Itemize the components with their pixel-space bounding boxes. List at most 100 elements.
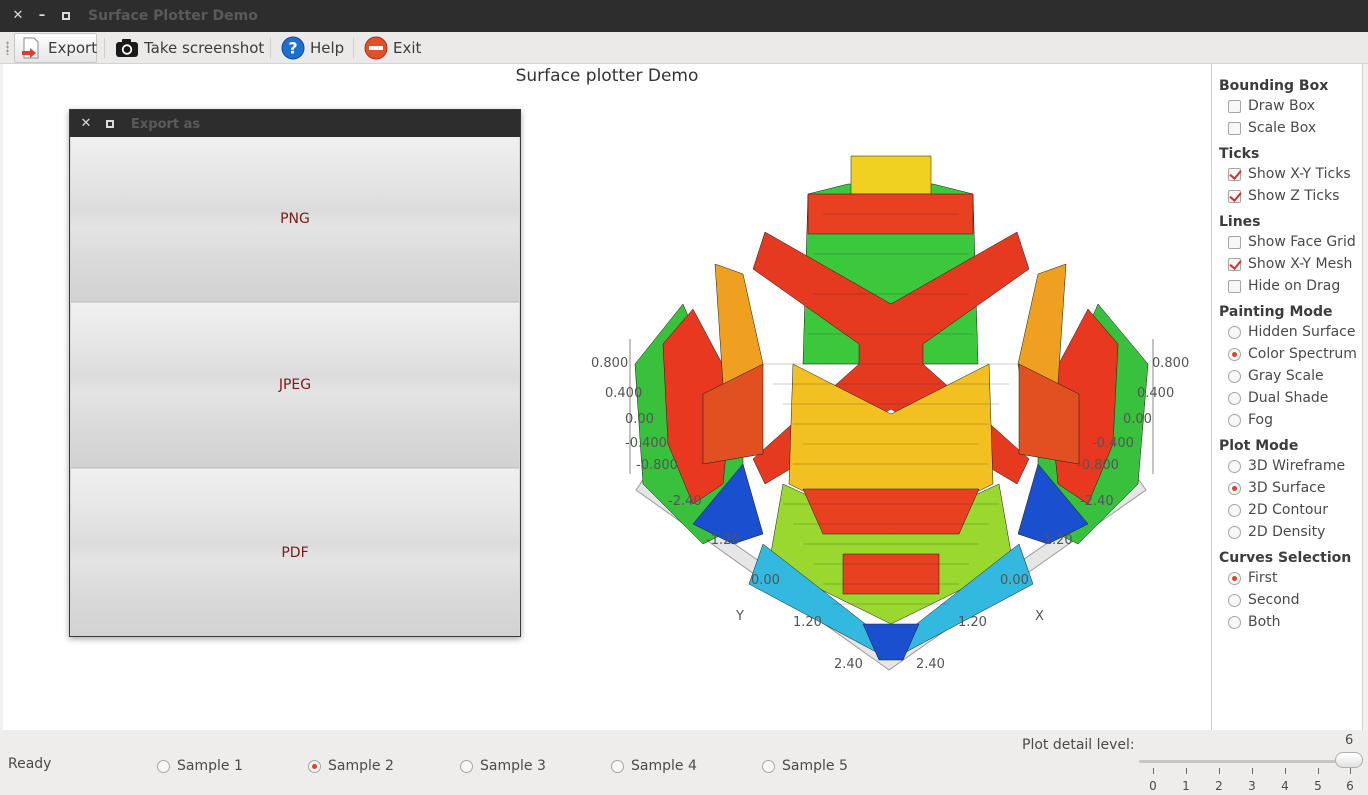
ticks-heading: Ticks [1219,146,1260,162]
gray-scale-radio[interactable]: Gray Scale [1228,366,1324,386]
2d-contour-radio[interactable]: 2D Contour [1228,500,1328,520]
slider-tick-label: 4 [1281,779,1289,793]
slider-tick-label: 6 [1346,779,1354,793]
slider-tick [1285,768,1286,774]
take-screenshot-label: Take screenshot [144,39,265,57]
mesh-lines [763,213,1019,605]
slider-tick [1153,768,1154,774]
x-tick: 2.40 [916,657,945,672]
dialog-title-bar: ✕ Export as [70,110,520,137]
sample-1-radio[interactable]: Sample 1 [157,756,243,776]
title-bar: ✕ – Surface Plotter Demo [0,0,1368,32]
z-tick-right: -0.400 [1092,436,1134,451]
export-pdf-button[interactable]: PDF [71,469,519,636]
export-jpeg-button[interactable]: JPEG [71,303,519,468]
dialog-maximize-icon[interactable] [102,116,118,132]
color-spectrum-radio[interactable]: Color Spectrum [1228,344,1357,364]
draw-box-checkbox[interactable]: Draw Box [1228,96,1315,116]
help-button[interactable]: ? Help [277,33,348,63]
show-xy-mesh-checkbox[interactable]: Show X-Y Mesh [1228,254,1352,274]
slider-tick [1252,768,1253,774]
3d-wireframe-radio[interactable]: 3D Wireframe [1228,456,1345,476]
lines-heading: Lines [1219,214,1261,230]
status-text: Ready [8,756,52,772]
x-tick: -2.40 [1080,494,1114,509]
x-tick: 0.00 [1000,573,1029,588]
export-button[interactable]: Export [14,33,97,63]
slider-tick-label: 2 [1215,779,1223,793]
sample-3-radio[interactable]: Sample 3 [460,756,546,776]
2d-density-radio[interactable]: 2D Density [1228,522,1325,542]
z-tick-right: -0.800 [1077,458,1119,473]
bounding-box-heading: Bounding Box [1219,78,1329,94]
exit-label: Exit [393,39,422,57]
z-tick-left: -0.800 [636,458,678,473]
camera-icon [115,36,139,60]
status-bar: Ready Sample 1 Sample 2 Sample 3 Sample … [0,730,1368,795]
curves-selection-heading: Curves Selection [1219,550,1352,566]
plot-detail-slider-thumb[interactable] [1335,752,1363,768]
slider-tick [1350,768,1351,774]
hide-on-drag-checkbox[interactable]: Hide on Drag [1228,276,1340,296]
help-label: Help [310,39,345,57]
close-icon[interactable]: ✕ [12,8,24,23]
export-png-button[interactable]: PNG [71,137,519,302]
sample-2-radio[interactable]: Sample 2 [308,756,394,776]
plot-mode-heading: Plot Mode [1219,438,1299,454]
both-curves-radio[interactable]: Both [1228,612,1281,632]
dual-shade-radio[interactable]: Dual Shade [1228,388,1328,408]
export-icon [19,36,43,60]
y-tick: 2.40 [834,657,863,672]
y-tick: 1.20 [793,615,822,630]
plot-detail-slider-track[interactable] [1139,760,1361,763]
scale-box-checkbox[interactable]: Scale Box [1228,118,1316,138]
sample-4-radio[interactable]: Sample 4 [611,756,697,776]
show-z-ticks-checkbox[interactable]: Show Z Ticks [1228,186,1339,206]
y-tick: -1.20 [706,533,740,548]
3d-surface-radio[interactable]: 3D Surface [1228,478,1325,498]
plot-title: Surface plotter Demo [515,66,699,86]
slider-tick [1318,768,1319,774]
svg-text:?: ? [288,39,297,58]
show-face-grid-checkbox[interactable]: Show Face Grid [1228,232,1356,252]
exit-button[interactable]: Exit [360,33,425,63]
export-label: Export [48,39,98,57]
take-screenshot-button[interactable]: Take screenshot [111,33,268,63]
x-tick: 1.20 [958,615,987,630]
sample-5-radio[interactable]: Sample 5 [762,756,848,776]
surface-mesh [634,155,1149,661]
second-curve-radio[interactable]: Second [1228,590,1300,610]
z-tick-left: 0.00 [625,412,654,427]
fog-radio[interactable]: Fog [1228,410,1273,430]
z-tick-right: 0.00 [1123,412,1152,427]
hidden-surface-radio[interactable]: Hidden Surface [1228,322,1355,342]
surface-plot[interactable]: 0.800 0.400 0.00 -0.400 -0.800 0.800 0.4… [3,64,1211,730]
slider-tick [1219,768,1220,774]
x-axis-label: X [1035,609,1044,624]
exit-icon [364,36,388,60]
options-panel: Bounding Box Draw Box Scale Box Ticks Sh… [1211,64,1363,730]
first-curve-radio[interactable]: First [1228,568,1277,588]
toolbar-separator [270,38,271,58]
dialog-title: Export as [131,117,201,132]
z-tick-left: 0.800 [591,356,628,371]
maximize-icon[interactable] [58,8,74,24]
minimize-icon[interactable]: – [38,8,46,23]
painting-mode-heading: Painting Mode [1219,304,1333,320]
toolbar-separator [353,38,354,58]
slider-tick-label: 3 [1248,779,1256,793]
z-tick-right: 0.400 [1137,386,1174,401]
dialog-close-icon[interactable]: ✕ [80,116,92,131]
toolbar-grip[interactable] [6,41,9,55]
y-axis-label: Y [735,609,744,624]
slider-tick-label: 0 [1149,779,1157,793]
help-icon: ? [281,36,305,60]
slider-tick-label: 1 [1182,779,1190,793]
x-tick: -1.20 [1039,533,1073,548]
show-xy-ticks-checkbox[interactable]: Show X-Y Ticks [1228,164,1351,184]
z-tick-left: 0.400 [605,386,642,401]
plot-detail-value: 6 [1345,733,1354,748]
slider-tick [1186,768,1187,774]
slider-tick-label: 5 [1314,779,1322,793]
